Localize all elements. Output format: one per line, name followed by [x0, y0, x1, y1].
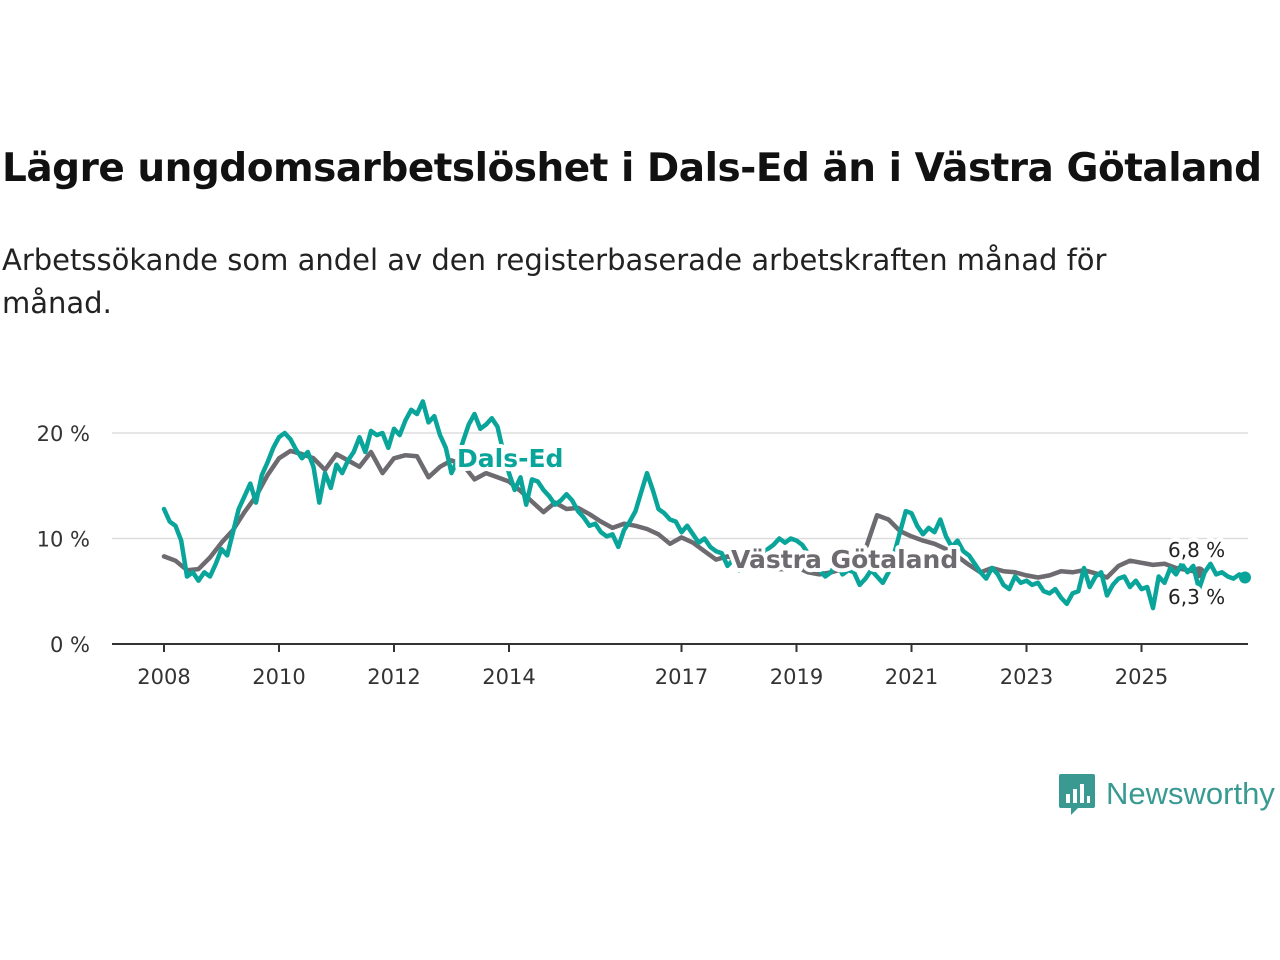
end-label-dals-ed-text: 6,3 % [1168, 585, 1225, 609]
x-tick-label: 2025 [1115, 665, 1168, 689]
end-point-dals-ed [1239, 571, 1251, 584]
x-tick-label: 2014 [482, 665, 535, 689]
x-tick-label: 2010 [252, 665, 305, 689]
end-label-vastra-gotaland-text: 6,8 % [1168, 538, 1225, 562]
gridlines [112, 432, 1248, 540]
y-tick-label: 20 % [37, 422, 90, 446]
chart-title: Lägre ungdomsarbetslöshet i Dals-Ed än i… [2, 146, 1262, 191]
x-tick-label: 2017 [655, 665, 708, 689]
line-chart: 0 % 10 % 20 % 2008 2010 2012 2014 2017 2019 2021… [37, 399, 1251, 689]
brand-name: Newsworthy [1106, 776, 1275, 811]
series-label-vastra-gotaland-text: Västra Götaland [731, 545, 958, 574]
x-tick-label: 2023 [1000, 665, 1053, 689]
chart-subtitle: Arbetssökande som andel av den registerb… [2, 243, 1107, 320]
x-tick-label: 2008 [137, 665, 190, 689]
newsworthy-brand: Newsworthy [1058, 772, 1275, 816]
x-tick-label: 2019 [770, 665, 823, 689]
y-axis-ticks: 0 % 10 % 20 % [37, 422, 90, 657]
end-label-dals-ed-halo: 6,3 % [1168, 585, 1225, 609]
series-lines [161, 399, 1251, 611]
newsworthy-logo-icon [1059, 774, 1095, 815]
series-line-dals-ed [161, 399, 1248, 611]
y-tick-label: 10 % [37, 528, 90, 552]
series-label-dals-ed-halo: Dals-Ed [457, 444, 563, 473]
x-axis-ticks: 2008 2010 2012 2014 2017 2019 2021 2023 2025 [137, 644, 1168, 689]
y-tick-label: 0 % [50, 633, 90, 657]
x-tick-label: 2012 [367, 665, 420, 689]
series-label-vastra-gotaland-halo: Västra Götaland [731, 545, 958, 574]
x-tick-label: 2021 [885, 665, 938, 689]
end-label-dals-ed: 6,3 %6,3 % [1164, 581, 1229, 613]
end-label-vastra-gotaland: 6,8 %6,8 % [1164, 534, 1229, 566]
series-line-vastra-gotaland [161, 448, 1202, 580]
end-label-vastra-gotaland-halo: 6,8 % [1168, 538, 1225, 562]
series-label-dals-ed-text: Dals-Ed [457, 444, 563, 473]
